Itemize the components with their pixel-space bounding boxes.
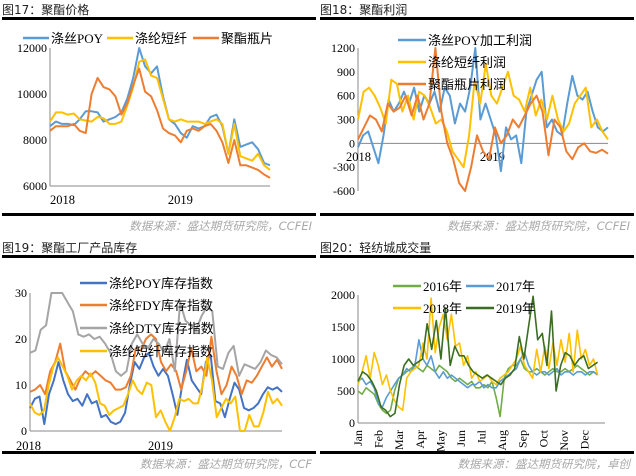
x-tick-label: Jul — [475, 429, 489, 444]
legend-label: 涤丝POY — [51, 31, 104, 46]
y-tick-label: 20 — [15, 332, 27, 346]
y-tick-label: 900 — [337, 65, 355, 79]
legend-label: 2018年 — [423, 301, 462, 316]
y-tick-label: 6000 — [23, 179, 47, 193]
x-tick-label: Jan — [351, 430, 365, 446]
x-tick-label: Apr — [413, 430, 427, 449]
y-tick-label: 10000 — [17, 87, 47, 101]
x-tick-label: Dec — [577, 430, 591, 449]
x-tick-label: Oct — [536, 429, 550, 447]
y-tick-label: 30 — [15, 286, 27, 300]
series-line — [29, 292, 283, 377]
legend-label: 聚酯瓶片 — [221, 31, 273, 46]
y-tick-label: -300 — [333, 160, 355, 174]
divider — [320, 213, 634, 216]
y-tick-label: 2000 — [331, 288, 355, 302]
legend-label: 涤纶POY库存指数 — [109, 276, 213, 291]
y-tick-label: 8000 — [23, 133, 47, 147]
x-tick-label: Sep — [516, 430, 530, 448]
chart-plot: 0 500 1000 1500 2000 Jan Feb Mar Apr May Jun Jul Aug… — [331, 279, 605, 452]
series-line — [357, 62, 609, 169]
source-note: 数据来源：盛达期货研究院，CCFEI — [129, 219, 312, 233]
divider — [320, 17, 634, 20]
chart-polyester-price: 图17：聚酯价格 6000 8000 10000 12000 2018 2019 涤丝POY… — [0, 0, 318, 238]
chart-title: 图17：聚酯价格 — [2, 3, 90, 17]
chart-textile-city-volume: 图20：轻纺城成交量 0 500 1000 1500 2000 Jan Feb Mar Apr M… — [318, 238, 636, 476]
series-line — [29, 333, 283, 396]
chart-polyester-profit: 图18：聚酯利润 -600 -300 0 300 600 900 1200 2018 2019 涤… — [318, 0, 636, 238]
legend-label: 2017年 — [496, 279, 535, 294]
y-tick-label: 10 — [15, 378, 27, 392]
chart-polyester-inventory: 图19：聚酯工厂产品库存 0 10 20 30 2018 2019 涤纶POY库存指数 涤纶F… — [0, 238, 318, 476]
x-tick-label: Nov — [557, 430, 571, 451]
x-tick-label: 2019 — [148, 439, 173, 453]
source-note: 数据来源：盛达期货研究院，卓创 — [457, 457, 631, 471]
series-line — [49, 67, 271, 179]
divider — [320, 451, 634, 454]
series-line — [29, 356, 283, 432]
x-tick-label: 2018 — [16, 439, 41, 453]
series-line — [357, 47, 609, 192]
divider — [2, 255, 316, 258]
legend-label: 聚酯瓶片利润 — [428, 77, 506, 92]
legend-label: 涤丝POY加工利润 — [428, 33, 532, 48]
legend-label: 涤纶FDY库存指数 — [109, 298, 213, 313]
y-tick-label: 12000 — [17, 41, 47, 55]
series-line — [29, 351, 283, 426]
y-tick-label: 0 — [21, 424, 27, 438]
y-tick-label: 0 — [349, 416, 355, 430]
series-line — [357, 295, 599, 418]
chart-title: 图18：聚酯利润 — [320, 3, 408, 17]
series-line — [357, 358, 599, 418]
y-tick-label: 1200 — [331, 41, 355, 55]
legend-label: 涤纶DTY库存指数 — [109, 321, 214, 336]
y-tick-label: -600 — [333, 184, 355, 198]
legend-label: 涤纶短纤利润 — [428, 55, 506, 70]
chart-plot: 6000 8000 10000 12000 2018 2019 涤丝POY 涤纶短纤 聚酯瓶片 — [17, 31, 273, 207]
x-tick-label: Mar — [392, 430, 406, 450]
chart-title: 图19：聚酯工厂产品库存 — [2, 241, 138, 255]
x-tick-label: 2018 — [50, 193, 75, 207]
x-tick-label: Jun — [454, 430, 468, 447]
legend-label: 2016年 — [423, 279, 462, 294]
chart-title: 图20：轻纺城成交量 — [320, 241, 432, 255]
x-tick-label: 2019 — [168, 193, 193, 207]
y-tick-label: 1500 — [331, 320, 355, 334]
y-tick-label: 1000 — [331, 352, 355, 366]
source-note: 数据来源：盛达期货研究院，CCF — [139, 457, 312, 471]
legend-label: 涤纶短纤 — [135, 31, 187, 46]
legend-label: 涤纶短纤库存指数 — [109, 344, 213, 359]
x-tick-label: May — [433, 430, 447, 452]
chart-plot: 0 10 20 30 2018 2019 涤纶POY库存指数涤纶FDY库存指数涤纶DTY库存… — [15, 276, 283, 453]
x-tick-label: Feb — [372, 430, 386, 448]
source-note: 数据来源：盛达期货研究院，CCFEI — [447, 219, 630, 233]
series-line — [357, 339, 599, 408]
y-tick-label: 300 — [337, 113, 355, 127]
divider — [2, 17, 316, 20]
divider — [320, 255, 634, 258]
x-tick-label: 2018 — [346, 150, 371, 164]
y-tick-label: 0 — [349, 136, 355, 150]
divider — [2, 213, 316, 216]
y-tick-label: 600 — [337, 89, 355, 103]
y-tick-label: 500 — [337, 384, 355, 398]
x-tick-label: Aug — [495, 430, 509, 451]
legend-label: 2019年 — [496, 301, 535, 316]
divider — [2, 451, 316, 454]
series-line — [357, 297, 599, 411]
